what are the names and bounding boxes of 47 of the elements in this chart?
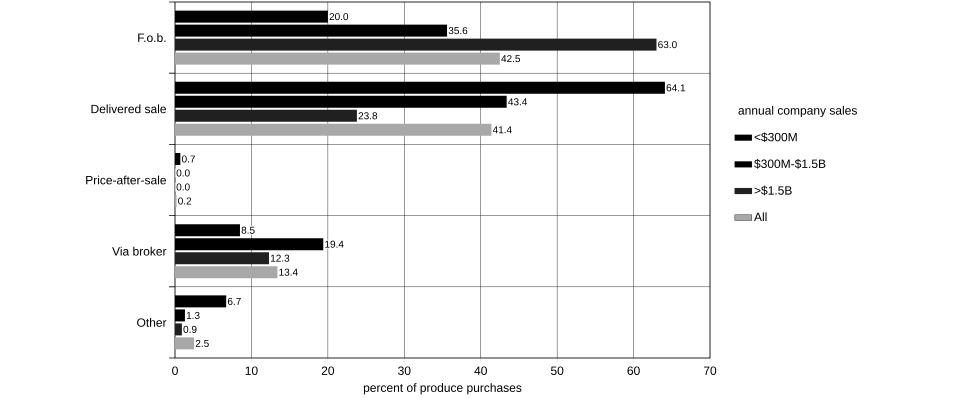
data-label: 13.4 [279, 268, 298, 276]
x-tick-label: 40 [474, 366, 487, 375]
y-tick-label: F.o.b. [138, 33, 166, 42]
x-tick-label: 0 [172, 366, 178, 375]
legend-label: $300M-$1.5B [754, 159, 826, 169]
data-label: 8.5 [242, 226, 255, 234]
y-tick-label: Other [137, 318, 166, 327]
data-label: 12.3 [270, 254, 290, 262]
data-label: 43.4 [508, 98, 528, 106]
x-tick-label: 10 [246, 366, 258, 375]
data-label: 0.2 [178, 197, 192, 205]
legend-label: All [754, 212, 767, 222]
y-tick-label: Delivered sale [91, 104, 166, 114]
data-label: 0.9 [183, 326, 197, 333]
data-label: 0.0 [176, 169, 190, 177]
x-tick-label: 20 [322, 366, 334, 375]
data-label: 19.4 [325, 240, 344, 248]
data-label: 0.7 [182, 155, 195, 163]
legend-label: <$300M [754, 132, 797, 142]
data-label: 0.0 [176, 183, 190, 191]
x-tick-label: 30 [398, 366, 410, 375]
bar [175, 110, 357, 122]
legend-label: >$1.5B [754, 186, 792, 196]
bar [175, 52, 500, 65]
x-tick-label: 70 [704, 366, 716, 375]
data-label: 42.5 [501, 55, 520, 62]
bar [175, 252, 270, 264]
bar [175, 266, 278, 278]
x-tick-label: 50 [550, 366, 564, 375]
data-label: 20.0 [330, 13, 348, 20]
bar [175, 323, 182, 336]
data-label: 1.3 [186, 312, 200, 319]
data-label: 35.6 [448, 27, 468, 34]
y-tick-label: Via broker [112, 246, 166, 256]
data-label: 64.1 [666, 84, 686, 92]
data-label: 6.7 [228, 298, 241, 305]
data-label: 2.5 [196, 340, 209, 347]
bar [175, 38, 657, 51]
y-tick-label: Price-after-sale [86, 176, 166, 184]
legend-title: annual company sales [738, 106, 857, 118]
data-label: 63.0 [658, 41, 677, 48]
data-label: 23.8 [358, 112, 378, 120]
data-label: 41.4 [492, 126, 512, 134]
x-axis-title: percent of produce purchases [364, 383, 522, 394]
x-tick-label: 60 [628, 366, 640, 375]
bar [175, 337, 194, 350]
bar [175, 124, 492, 136]
